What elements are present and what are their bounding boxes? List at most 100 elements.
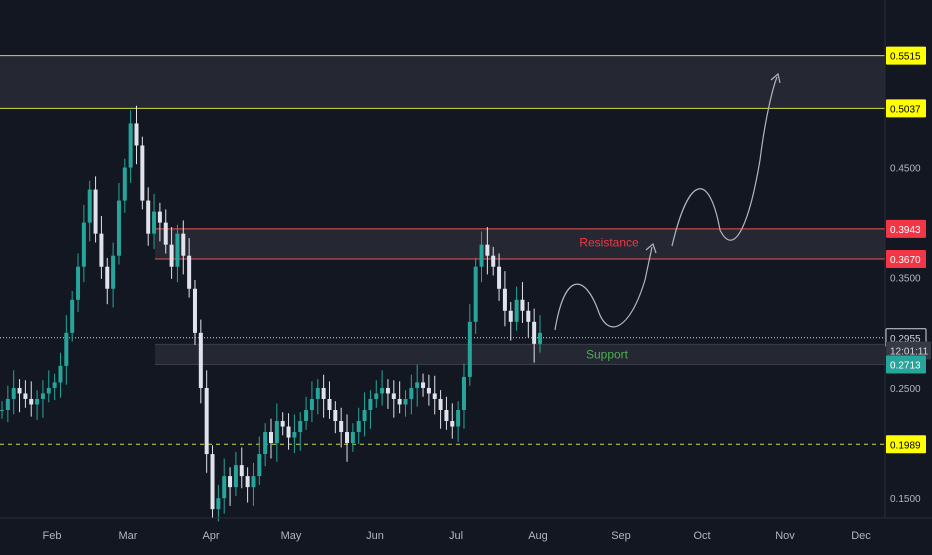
x-axis-tick-label: Dec [851, 530, 871, 542]
candle-body [456, 409, 461, 427]
price-label-box[interactable] [886, 435, 926, 454]
candle-body [29, 398, 34, 405]
candle-body [17, 387, 22, 394]
price-label-text: 0.1989 [890, 440, 921, 451]
candle-body [233, 465, 238, 488]
arrow-head-icon [645, 242, 657, 254]
price-label-box[interactable] [886, 250, 926, 268]
zone-rect[interactable] [0, 55, 885, 109]
candle-body [46, 387, 51, 394]
price-label-text: 0.2955 [890, 334, 921, 345]
candle-body [508, 310, 513, 322]
candle-body [192, 288, 197, 333]
candle-body [292, 432, 297, 438]
candle-body [327, 398, 332, 410]
candle-body [239, 465, 244, 477]
candle-body [228, 476, 233, 488]
zone-rect[interactable] [155, 344, 885, 365]
x-axis-tick-label: Sep [611, 530, 631, 542]
candle-body [245, 476, 250, 488]
price-label-box[interactable] [886, 99, 926, 118]
candle-body [538, 332, 542, 344]
arrow-head-icon [770, 72, 781, 84]
candle-body [315, 387, 320, 399]
candle-body [111, 255, 116, 289]
candle-body [251, 476, 256, 488]
price-label-text: 0.2713 [890, 360, 921, 371]
zone-rect[interactable] [155, 228, 885, 259]
candle-body [415, 382, 420, 388]
candle-body [263, 432, 268, 455]
candle-body [198, 332, 203, 388]
candle-body [116, 200, 121, 256]
candle-body [128, 123, 133, 168]
x-axis-tick-label: Feb [43, 530, 62, 542]
price-label-box[interactable] [886, 219, 926, 238]
candle-body [187, 255, 192, 289]
annotation-label[interactable]: Support [586, 347, 629, 361]
candle-body [99, 233, 104, 267]
candle-body [432, 393, 437, 399]
candle-body [146, 200, 151, 234]
candle-body [526, 310, 531, 322]
candle-body [502, 288, 507, 311]
candle-body [532, 321, 537, 344]
candle-body [169, 244, 174, 267]
candle-body [309, 398, 314, 410]
candle-body [122, 167, 127, 201]
x-axis-tick-label: Mar [119, 530, 138, 542]
price-label-box[interactable] [886, 355, 926, 374]
candle-body [444, 409, 449, 422]
candle-body [216, 498, 221, 510]
x-axis-tick-label: Nov [775, 530, 795, 542]
candle-body [175, 233, 180, 267]
candle-body [58, 365, 63, 383]
candle-body [514, 299, 519, 322]
price-label-text: 0.5515 [890, 52, 921, 63]
candle-body [274, 421, 279, 444]
annotation-label[interactable]: Resistance [579, 235, 639, 249]
candle-body [356, 421, 361, 433]
candle-body [461, 376, 466, 410]
candle-body [70, 299, 75, 333]
candle-body [11, 387, 16, 399]
candle-body [339, 421, 344, 433]
candle-body [350, 432, 355, 444]
candle-body [64, 332, 69, 366]
y-axis-tick-label: 0.1500 [890, 494, 921, 505]
x-axis-tick-label: Apr [202, 530, 219, 542]
price-label-text: 0.5037 [890, 104, 921, 115]
candle-body [391, 393, 396, 399]
candle-body [473, 266, 478, 322]
x-axis-tick-label: Jun [366, 530, 384, 542]
x-axis-tick-label: Aug [528, 530, 548, 542]
candle-body [333, 409, 338, 422]
candle-body [421, 382, 426, 388]
candle-body [479, 244, 484, 267]
y-axis-tick-label: 0.4500 [890, 164, 921, 175]
candle-body [497, 266, 502, 289]
candle-body [280, 421, 285, 427]
candle-body [368, 398, 373, 410]
projection-arrow-1[interactable] [554, 246, 653, 331]
projection-arrow-2[interactable] [671, 76, 778, 247]
candle-body [134, 123, 139, 146]
candle-body [345, 432, 350, 444]
candle-body [397, 398, 402, 405]
candle-body [520, 299, 525, 311]
candle-body [222, 476, 227, 499]
candle-body [40, 393, 45, 399]
candle-body [380, 387, 385, 394]
candle-body [362, 409, 367, 422]
price-label-box[interactable] [886, 341, 931, 360]
price-label-text: 0.3943 [890, 225, 921, 236]
candle-body [491, 255, 496, 267]
candle-body [157, 211, 162, 223]
candle-body [0, 409, 4, 411]
price-label-text: 0.3670 [890, 255, 921, 266]
candle-body [210, 454, 215, 510]
candle-body [52, 382, 57, 388]
price-label-box[interactable] [886, 46, 926, 65]
